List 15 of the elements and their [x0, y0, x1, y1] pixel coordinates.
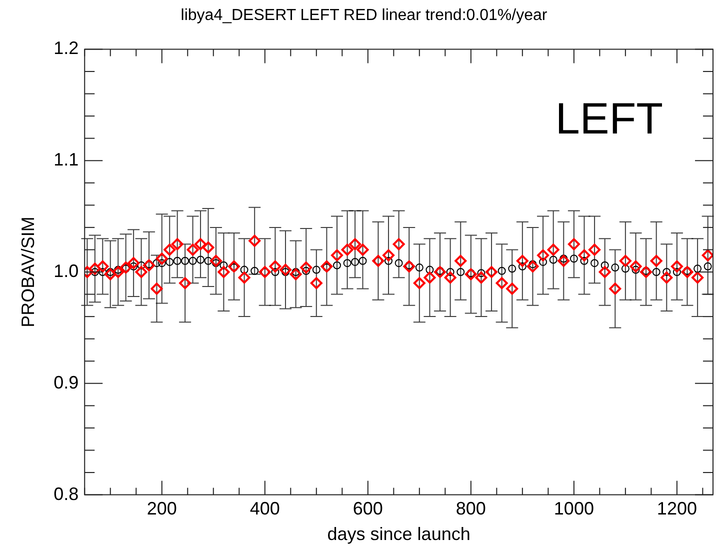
x-tick-label: 600 [352, 498, 383, 519]
y-tick-label: 1.0 [54, 260, 79, 281]
x-tick-label: 1200 [656, 498, 697, 519]
x-tick-label: 200 [146, 498, 177, 519]
x-tick-label: 1000 [554, 498, 594, 519]
annotation: LEFT [555, 94, 663, 144]
x-axis-title: days since launch [327, 524, 470, 544]
y-tick-label: 0.9 [54, 372, 79, 392]
y-axis-title: PROBAV/SIM [18, 216, 38, 328]
x-tick-label: 400 [250, 498, 280, 519]
y-tick-label: 0.8 [54, 484, 79, 504]
chart-title: libya4_DESERT LEFT RED linear trend:0.01%/year [180, 7, 548, 24]
y-tick-label: 1.1 [54, 150, 79, 170]
x-tick-label: 800 [456, 498, 486, 519]
y-tick-label: 1.2 [54, 38, 79, 58]
